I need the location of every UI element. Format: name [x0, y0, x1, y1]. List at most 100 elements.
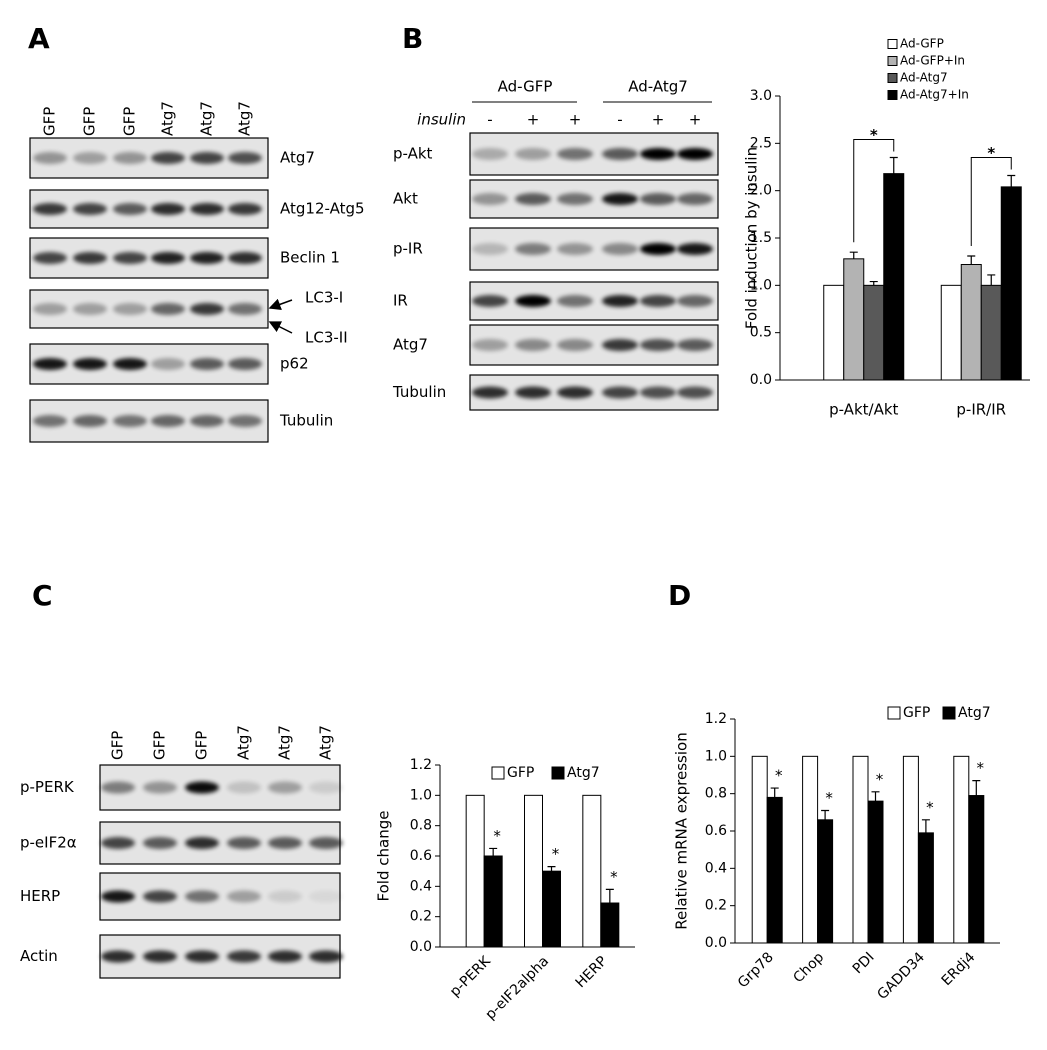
x-tick-label: PDI — [850, 949, 878, 977]
band — [151, 252, 185, 264]
significance: * — [825, 789, 833, 807]
treatment: + — [527, 111, 540, 129]
bar — [483, 855, 503, 948]
band — [33, 203, 67, 215]
band — [228, 358, 262, 370]
legend-label: GFP — [507, 765, 534, 781]
x-tick-label: GADD34 — [874, 949, 928, 1003]
band — [190, 415, 224, 427]
band — [677, 339, 713, 351]
band — [33, 358, 67, 370]
band — [113, 252, 147, 264]
band — [151, 415, 185, 427]
band — [101, 837, 135, 849]
error-bar — [987, 274, 996, 286]
band — [227, 890, 261, 903]
significance: * — [870, 126, 878, 144]
legend-swatch — [887, 706, 901, 720]
band — [268, 781, 302, 794]
lane-label: Atg7 — [198, 101, 216, 136]
y-tick-label: 0.2 — [705, 898, 727, 914]
lane-label: GFP — [151, 731, 169, 760]
band — [185, 950, 219, 963]
band — [113, 303, 147, 315]
legend-swatch — [887, 39, 898, 49]
y-tick-label: 1.2 — [410, 757, 432, 773]
treatment: + — [569, 111, 582, 129]
arrow — [268, 321, 293, 334]
error-bar — [1007, 174, 1016, 187]
y-tick-label: 2.5 — [750, 135, 772, 151]
y-tick-label: 0.4 — [705, 860, 727, 876]
treatment: - — [617, 111, 622, 129]
band — [227, 837, 261, 849]
y-tick-label: 0.6 — [705, 823, 727, 839]
significance: * — [926, 798, 934, 816]
bar — [902, 755, 919, 944]
significance: * — [552, 845, 560, 863]
band — [602, 295, 638, 307]
band — [190, 303, 224, 315]
lane-label: GFP — [81, 107, 99, 136]
bar — [817, 819, 834, 944]
lane-label: GFP — [193, 731, 211, 760]
row-label: Atg12-Atg5 — [280, 200, 365, 218]
band — [515, 193, 551, 205]
band — [640, 193, 676, 205]
band — [640, 148, 676, 160]
bar — [524, 794, 543, 948]
treatment: + — [652, 111, 665, 129]
error-bar — [770, 787, 779, 798]
treatment-label: insulin — [417, 111, 466, 129]
significance: * — [876, 770, 884, 788]
band — [73, 152, 107, 164]
blot — [99, 934, 341, 979]
band — [515, 386, 551, 399]
bar — [582, 794, 602, 948]
lane-label: GFP — [109, 731, 127, 760]
band — [33, 415, 67, 427]
band — [309, 950, 343, 963]
bar — [751, 755, 768, 944]
bar — [852, 755, 869, 944]
error-bar — [849, 251, 858, 259]
panel-label: B — [402, 22, 423, 55]
blot — [99, 872, 341, 921]
band — [101, 890, 135, 903]
error-bar — [967, 255, 976, 265]
band — [113, 152, 147, 164]
group-label: Ad-Atg7 — [628, 78, 688, 96]
bar — [968, 795, 985, 944]
blot — [469, 324, 719, 366]
x-tick-label: Grp78 — [735, 949, 777, 991]
band — [190, 203, 224, 215]
band — [190, 358, 224, 370]
error-bar — [821, 809, 830, 820]
bar — [843, 258, 865, 381]
band — [227, 781, 261, 794]
band — [268, 950, 302, 963]
band — [677, 193, 713, 205]
band — [151, 358, 185, 370]
band — [677, 386, 713, 399]
error-bar — [605, 888, 614, 904]
x-tick-label: HERP — [573, 953, 611, 991]
legend-swatch — [551, 766, 565, 780]
band — [33, 152, 67, 164]
band — [309, 837, 343, 849]
lane-label: Atg7 — [276, 725, 294, 760]
band — [557, 339, 593, 351]
row-label: p-PERK — [20, 778, 75, 796]
row-label: Actin — [20, 947, 58, 965]
blot — [99, 821, 341, 865]
band — [557, 243, 593, 255]
legend-label: Ad-Atg7+In — [900, 88, 969, 102]
error-bar — [921, 819, 930, 833]
y-tick-label: 1.5 — [750, 230, 772, 246]
band — [472, 243, 508, 255]
blot — [469, 132, 719, 176]
y-tick-label: 0.8 — [410, 818, 432, 834]
row-label: HERP — [20, 887, 60, 905]
band — [472, 339, 508, 351]
